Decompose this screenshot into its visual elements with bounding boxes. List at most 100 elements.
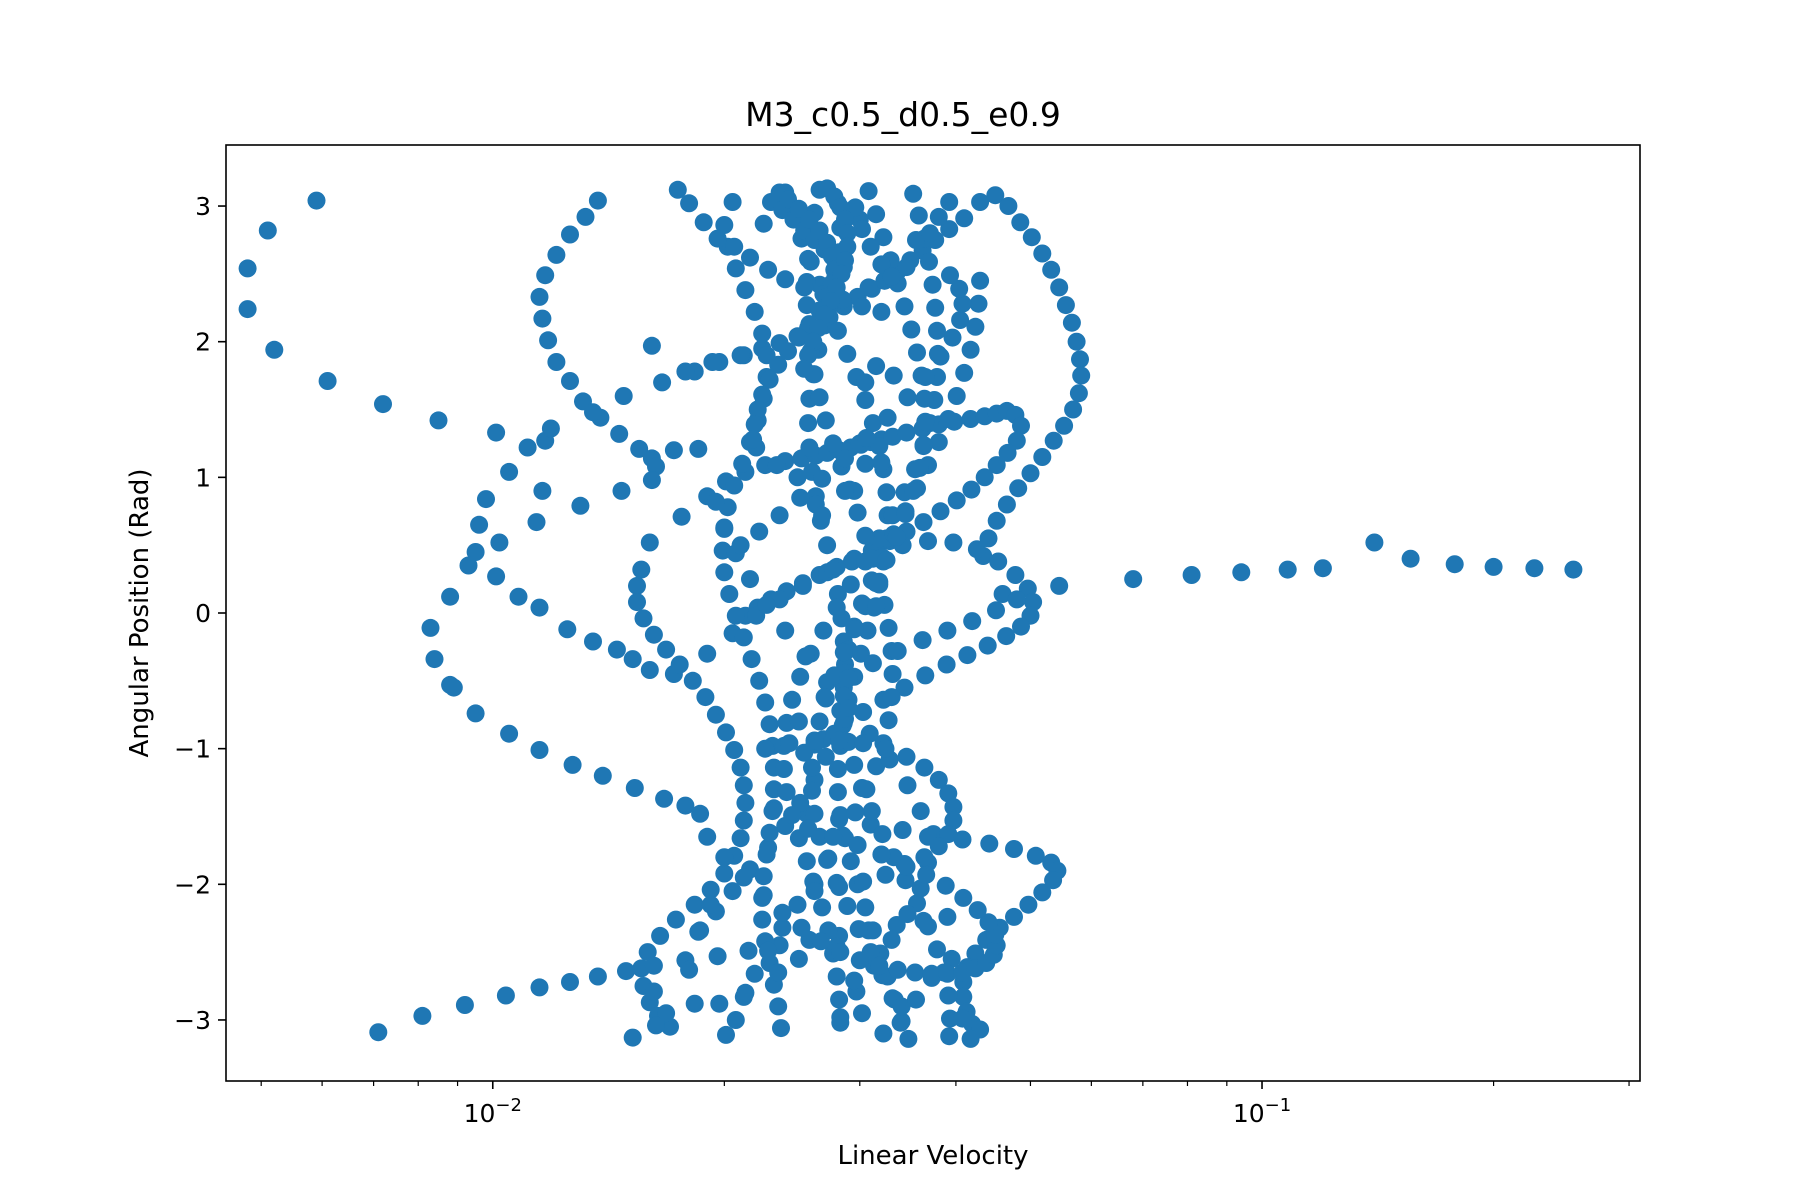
scatter-point	[892, 997, 911, 1016]
scatter-point	[647, 457, 665, 476]
scatter-point	[1018, 579, 1037, 598]
scatter-point	[731, 758, 750, 777]
y-axis-label: Angular Position (Rad)	[125, 468, 155, 757]
x-tick-label: 10−2	[464, 1095, 522, 1128]
scatter-point	[893, 821, 912, 839]
scatter-point	[931, 347, 950, 366]
scatter-point	[725, 476, 744, 495]
y-tick-label: 1	[195, 463, 211, 492]
scatter-point	[845, 971, 864, 990]
scatter-point	[827, 967, 846, 986]
scatter-point	[940, 220, 959, 239]
scatter-point	[763, 802, 782, 821]
scatter-point	[854, 703, 873, 721]
scatter-point	[701, 880, 720, 899]
scatter-point	[668, 180, 687, 199]
scatter-point	[856, 454, 875, 473]
scatter-point	[685, 994, 704, 1013]
scatter-point	[919, 917, 937, 936]
scatter-point	[870, 437, 889, 456]
scatter-point	[953, 830, 972, 849]
scatter-point	[939, 986, 958, 1005]
scatter-point	[824, 434, 843, 453]
scatter-point	[815, 688, 834, 707]
scatter-point	[896, 505, 915, 523]
scatter-point	[915, 758, 934, 777]
scatter-point	[966, 317, 985, 336]
scatter-point	[710, 994, 729, 1013]
scatter-point	[584, 632, 602, 651]
scatter-point	[876, 865, 895, 884]
scatter-point	[588, 191, 607, 210]
scatter-point	[530, 741, 549, 759]
scatter-point	[733, 454, 752, 473]
scatter-point	[793, 576, 812, 595]
scatter-point	[527, 513, 546, 532]
scatter-point	[703, 353, 722, 371]
scatter-point	[929, 770, 948, 789]
scatter-point	[857, 780, 876, 799]
scatter-point	[736, 983, 755, 1002]
chart-title: M3_c0.5_d0.5_e0.9	[745, 95, 1061, 134]
scatter-point	[879, 711, 898, 730]
scatter-point	[715, 563, 734, 582]
scatter-point	[799, 819, 818, 838]
scatter-point	[547, 245, 566, 264]
scatter-point	[1011, 213, 1030, 232]
scatter-point	[734, 628, 753, 647]
scatter-point	[750, 671, 769, 690]
scatter-point	[1005, 907, 1023, 926]
scatter-point	[640, 661, 659, 679]
y-tick-label: 0	[195, 599, 211, 628]
scatter-point	[813, 506, 832, 525]
scatter-point	[789, 949, 808, 968]
x-axis-ticks: 10−2 10−1	[464, 1081, 1291, 1128]
scatter-point	[374, 395, 392, 414]
scatter-point	[870, 956, 889, 975]
scatter-point	[805, 882, 824, 901]
scatter-point	[859, 182, 878, 201]
scatter-point	[898, 776, 917, 795]
scatter-point	[944, 533, 963, 552]
scatter-point	[920, 224, 939, 243]
scatter-point	[872, 255, 891, 274]
scatter-point	[444, 678, 463, 697]
scatter-point	[563, 755, 582, 774]
scatter-point	[882, 930, 901, 949]
scatter-point	[940, 193, 959, 211]
scatter-point	[533, 481, 552, 500]
scatter-point	[998, 443, 1017, 462]
scatter-point	[814, 621, 833, 640]
scatter-point	[676, 796, 695, 815]
scatter-point	[769, 963, 788, 982]
scatter-point	[838, 344, 857, 363]
scatter-point	[904, 481, 923, 500]
scatter-point	[726, 606, 745, 625]
scatter-point	[848, 503, 867, 522]
scatter-point	[745, 964, 764, 983]
scatter-point	[1044, 431, 1063, 450]
scatter-point	[950, 279, 969, 298]
scatter-point	[754, 867, 773, 886]
scatter-point	[938, 621, 957, 640]
scatter-point	[1124, 570, 1143, 589]
scatter-point	[882, 267, 901, 286]
scatter-point	[694, 213, 713, 232]
scatter-point	[530, 287, 549, 306]
scatter-point	[754, 214, 773, 233]
scatter-point	[584, 403, 602, 422]
scatter-point	[854, 872, 873, 891]
scatter-point	[841, 575, 860, 594]
scatter-point	[898, 905, 917, 924]
scatter-point	[757, 595, 776, 614]
scatter-point	[307, 191, 326, 210]
scatter-point	[789, 712, 808, 731]
scatter-point	[726, 1011, 745, 1029]
scatter-point	[644, 625, 663, 644]
scatter-point	[715, 216, 734, 234]
scatter-point	[916, 368, 935, 386]
scatter-point	[795, 278, 814, 297]
scatter-point	[780, 734, 799, 753]
scatter-point	[739, 941, 758, 960]
